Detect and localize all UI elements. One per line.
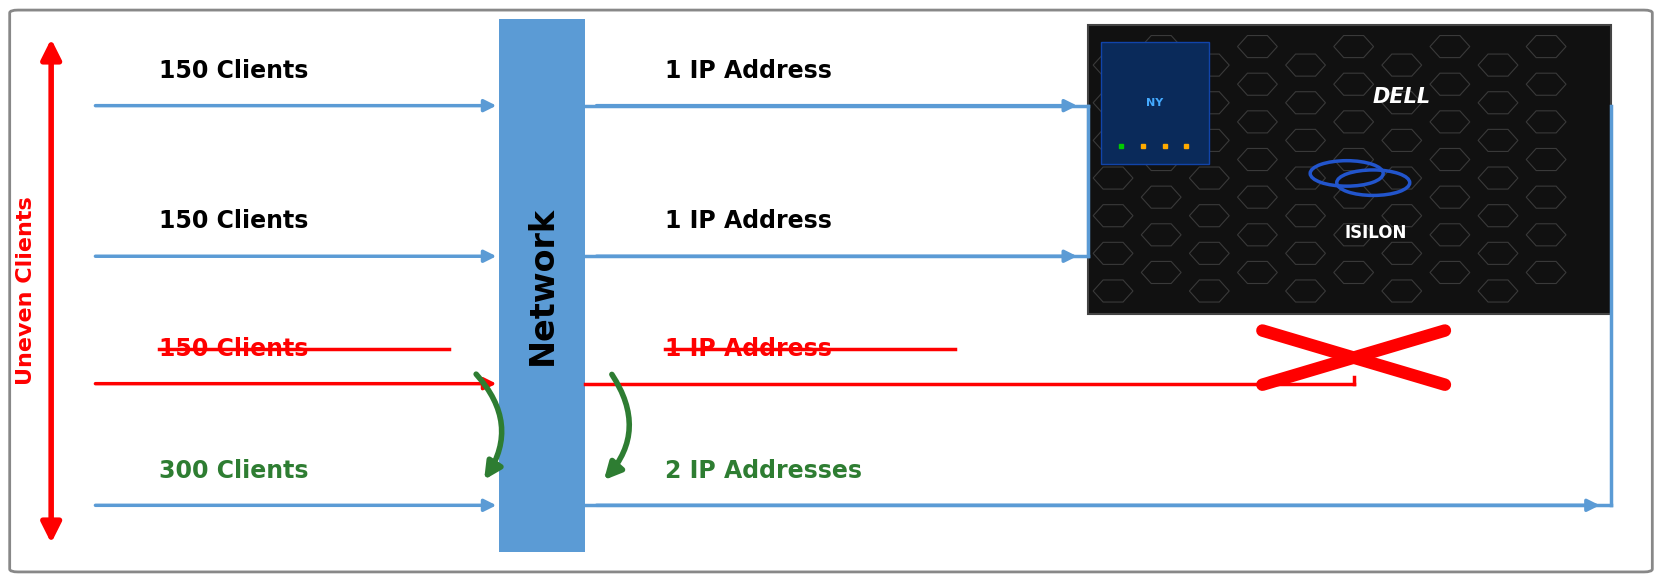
Text: 1 IP Address: 1 IP Address [665, 337, 833, 361]
FancyBboxPatch shape [499, 19, 585, 552]
Text: DELL: DELL [1373, 87, 1431, 107]
Text: Uneven Clients: Uneven Clients [17, 197, 37, 385]
FancyBboxPatch shape [1102, 42, 1210, 164]
Text: 2 IP Addresses: 2 IP Addresses [665, 459, 863, 482]
Text: 300 Clients: 300 Clients [160, 459, 309, 482]
Text: 1 IP Address: 1 IP Address [665, 59, 833, 83]
Text: 1 IP Address: 1 IP Address [665, 210, 833, 233]
Text: 150 Clients: 150 Clients [160, 59, 309, 83]
FancyBboxPatch shape [1089, 24, 1610, 314]
FancyArrowPatch shape [475, 374, 502, 475]
Text: Network: Network [525, 205, 558, 365]
Text: 150 Clients: 150 Clients [160, 210, 309, 233]
FancyArrowPatch shape [608, 374, 630, 475]
Text: NY: NY [1145, 98, 1163, 108]
Text: 150 Clients: 150 Clients [160, 337, 309, 361]
Text: ISILON: ISILON [1345, 224, 1406, 242]
